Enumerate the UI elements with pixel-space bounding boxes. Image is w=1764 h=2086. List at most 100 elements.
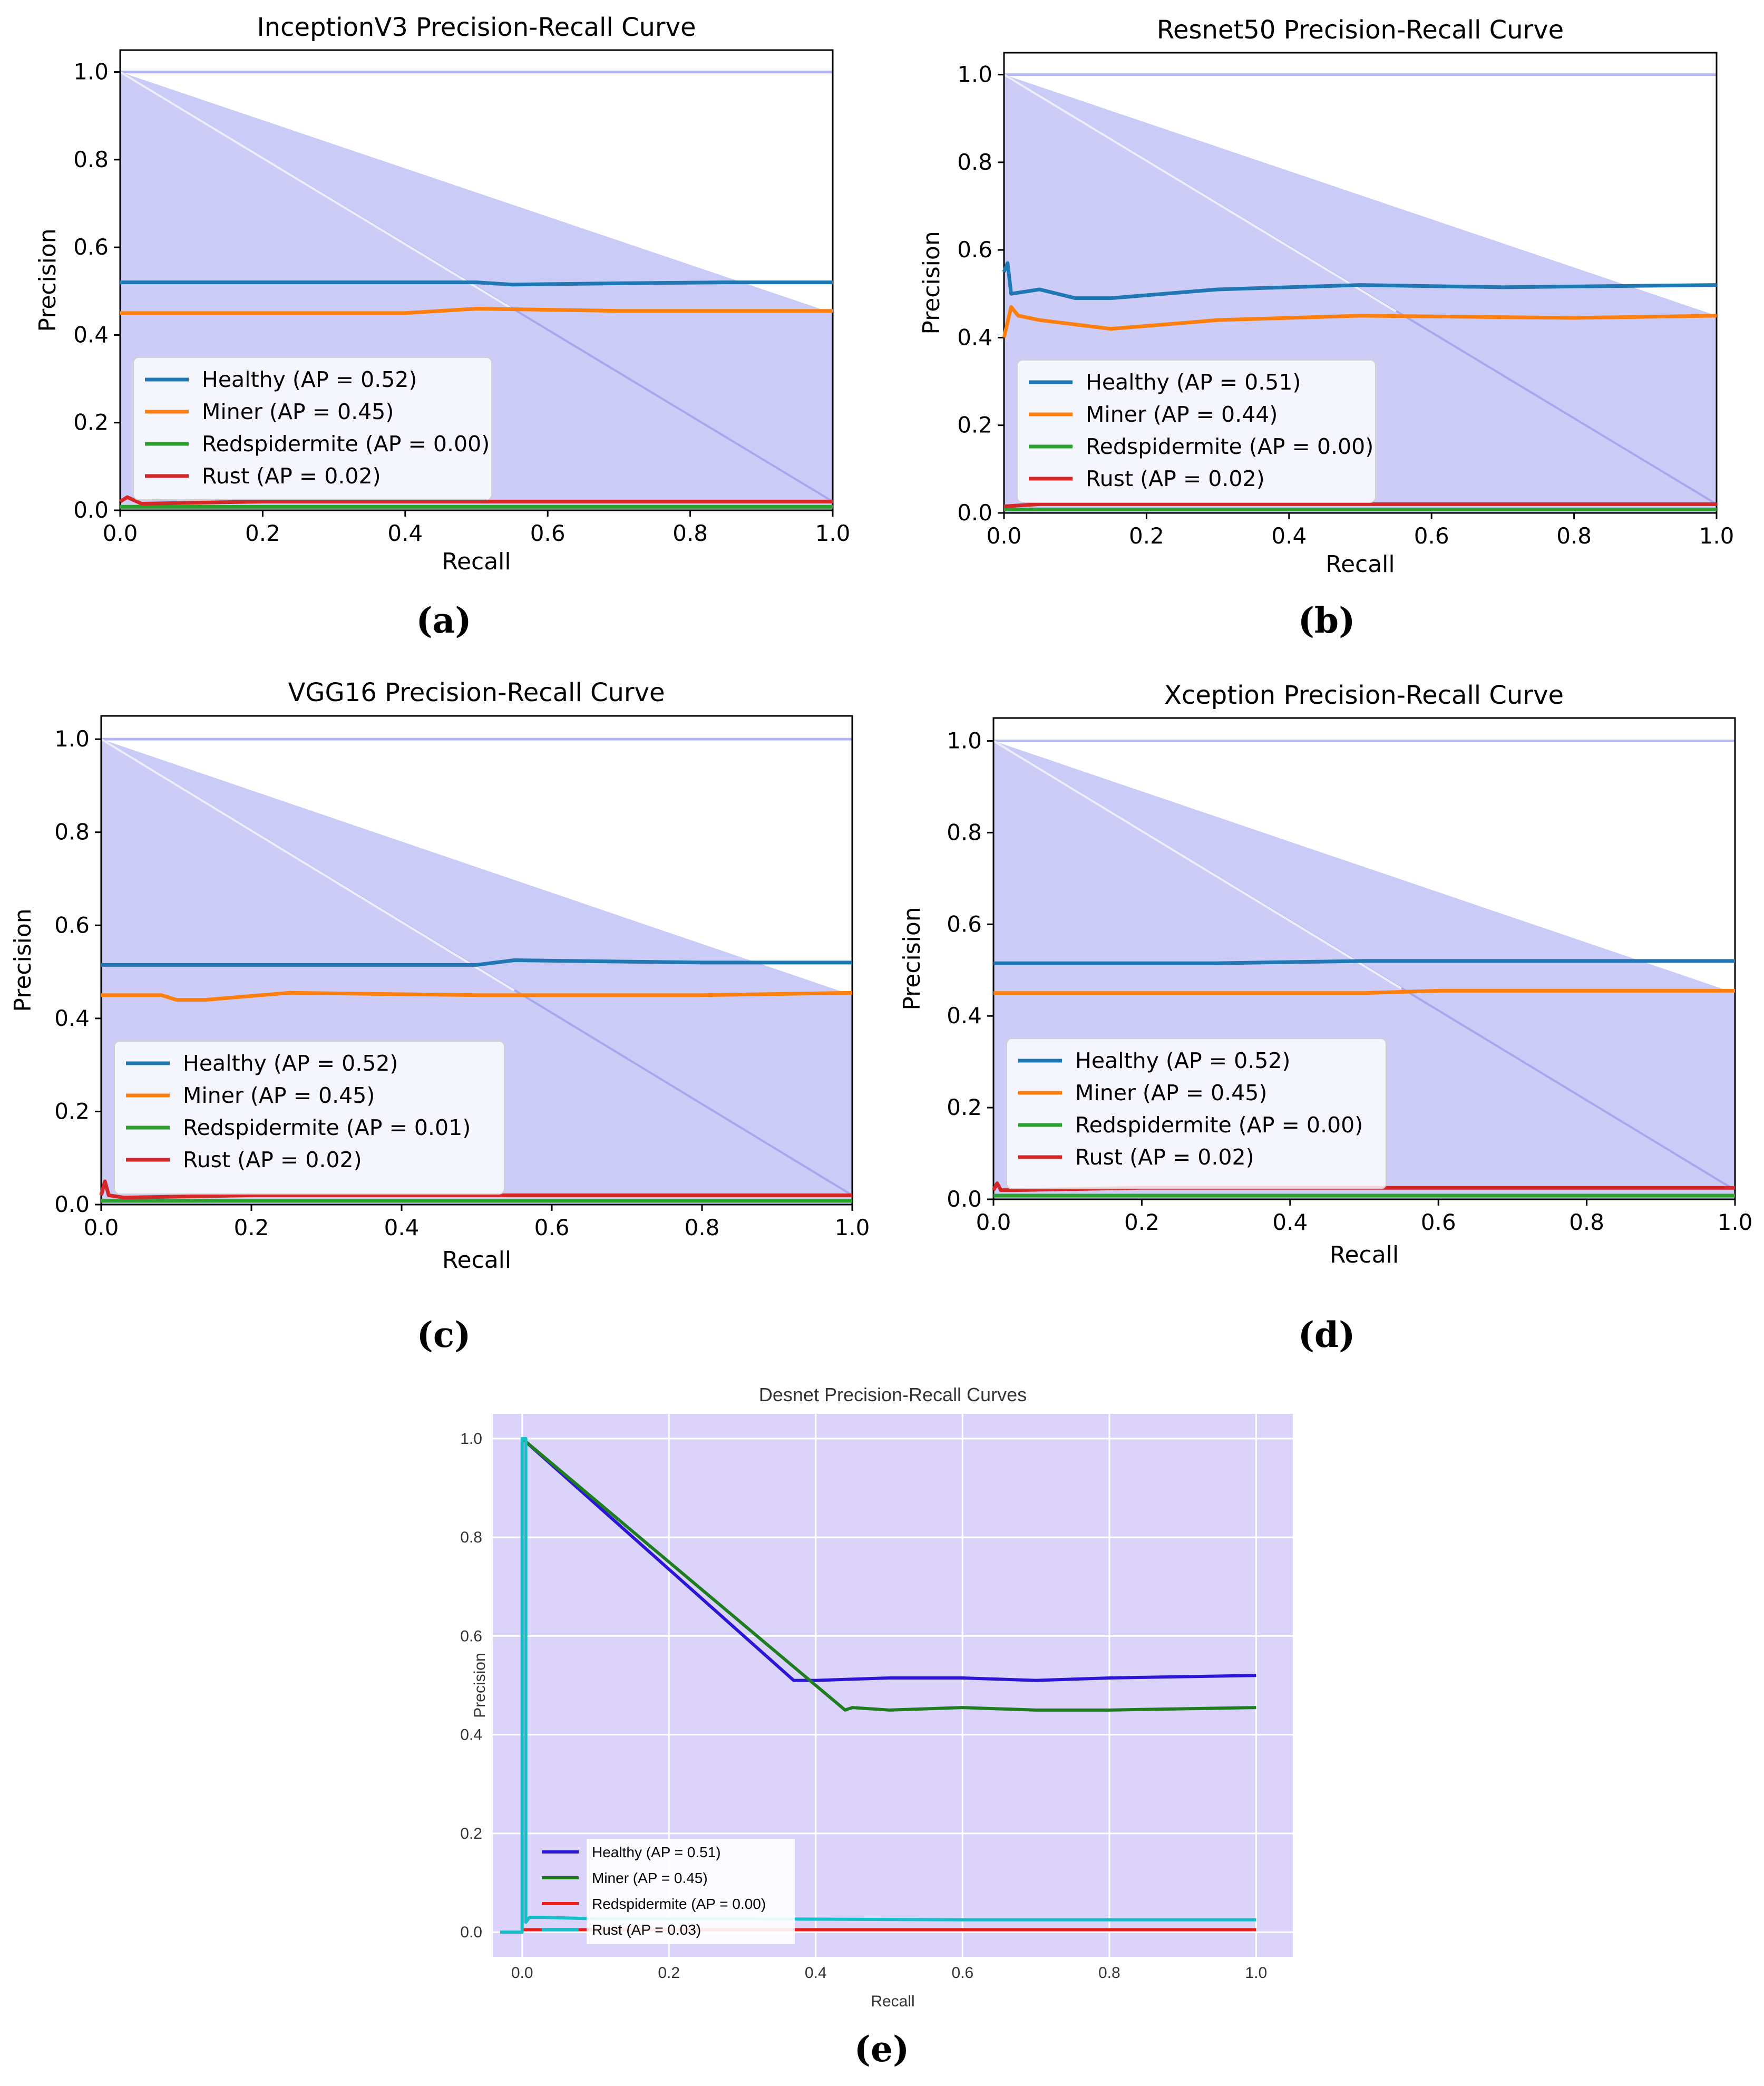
y-tick-label: 1.0 [54,726,90,752]
x-axis-label: Recall [871,1993,914,2010]
legend-label: Healthy (AP = 0.51) [1086,370,1301,395]
caption: (d) [1298,1314,1356,1355]
y-axis-label: Precision [34,228,61,332]
y-tick-label: 0.8 [54,819,90,845]
x-tick-label: 0.6 [1414,523,1449,549]
y-tick-label: 0.0 [460,1924,482,1941]
legend-label: Miner (AP = 0.45) [1075,1080,1267,1105]
y-tick-label: 0.0 [947,1186,982,1212]
legend-label: Rust (AP = 0.02) [1075,1144,1254,1170]
y-tick-label: 0.8 [460,1529,482,1546]
x-tick-label: 0.6 [530,520,566,546]
y-tick-label: 0.2 [947,1094,982,1120]
x-axis-label: Recall [442,1247,511,1274]
y-tick-label: 1.0 [947,727,982,753]
legend-label: Redspidermite (AP = 0.00) [1075,1112,1363,1138]
chart-title: InceptionV3 Precision-Recall Curve [257,13,696,42]
legend-label: Rust (AP = 0.02) [183,1147,362,1172]
x-tick-label: 1.0 [1699,523,1734,549]
x-tick-label: 0.0 [84,1215,119,1240]
panel-2: VGG16 Precision-Recall Curve 0.0 0.2 0.4 0.6… [9,678,870,1355]
y-tick-label: 0.4 [957,324,992,350]
legend-label: Healthy (AP = 0.51) [592,1844,721,1860]
chart-title: Resnet50 Precision-Recall Curve [1157,15,1564,45]
legend-box [1006,1038,1387,1189]
series-line-3 [119,495,833,506]
series-line-3 [1003,502,1717,509]
caption: (e) [854,2029,909,2070]
x-axis-label: Recall [442,548,511,575]
series-line-1 [521,1437,1256,1712]
legend-label: Miner (AP = 0.45) [202,399,394,424]
legend-label: Redspidermite (AP = 0.00) [1086,434,1373,459]
x-tick-label: 1.0 [1718,1209,1753,1235]
y-axis-label: Precision [471,1653,489,1718]
y-tick-label: 0.0 [54,1191,90,1217]
x-axis-label: Recall [1326,551,1395,578]
x-tick-label: 1.0 [835,1215,870,1240]
x-tick-label: 1.0 [815,520,851,546]
axes-frame [1003,52,1718,514]
legend-label: Redspidermite (AP = 0.00) [202,431,490,457]
x-tick-label: 0.4 [387,520,423,546]
legend-label: Rust (AP = 0.02) [202,463,381,489]
x-tick-label: 0.2 [658,1964,680,1982]
series-line-1 [120,307,833,315]
y-axis-label: Precision [918,231,945,334]
x-tick-label: 0.6 [534,1215,570,1240]
y-tick-label: 0.8 [957,149,992,175]
legend-label: Miner (AP = 0.45) [592,1870,708,1886]
y-axis-label: Precision [899,907,925,1010]
y-tick-label: 0.4 [54,1005,90,1031]
series-line-3 [500,1437,1256,1934]
x-axis-label: Recall [1330,1241,1399,1268]
panel-0: InceptionV3 Precision-Recall Curve 0.0 0.2… [34,13,850,641]
panel-4: Desnet Precision-Recall Curves 0.0 0.2 0.4 0… [460,1384,1293,2070]
caption: (c) [417,1314,471,1355]
y-tick-label: 0.2 [460,1825,482,1842]
y-tick-label: 0.2 [73,410,109,435]
diagonal-highlight [100,738,515,992]
x-tick-label: 0.8 [673,520,708,546]
legend-label: Rust (AP = 0.02) [1086,466,1265,491]
diagonal-highlight [1003,73,1397,313]
y-tick-label: 0.4 [460,1726,482,1744]
series-line-0 [993,959,1735,965]
legend-label: Healthy (AP = 0.52) [183,1051,398,1076]
chart-title: Xception Precision-Recall Curve [1164,681,1564,710]
y-tick-label: 0.6 [957,237,992,263]
x-tick-label: 0.2 [234,1215,269,1240]
chart-title: VGG16 Precision-Recall Curve [288,678,665,707]
x-tick-label: 0.2 [1129,523,1164,549]
y-tick-label: 0.6 [54,912,90,938]
axes-frame [119,49,834,511]
x-tick-label: 0.6 [1421,1209,1456,1235]
x-tick-label: 0.6 [951,1964,973,1982]
legend-box [133,357,492,500]
axes-frame [100,715,853,1206]
legend-box [587,1839,795,1944]
series-line-0 [120,280,833,287]
legend-label: Rust (AP = 0.03) [592,1922,701,1938]
legend-label: Healthy (AP = 0.52) [202,367,417,392]
legend-label: Redspidermite (AP = 0.01) [183,1115,471,1140]
x-tick-label: 0.0 [976,1209,1011,1235]
legend-label: Redspidermite (AP = 0.00) [592,1896,766,1912]
y-tick-label: 0.4 [73,322,109,347]
y-axis-label: Precision [9,908,36,1012]
series-line-1 [101,991,853,1002]
y-tick-label: 0.0 [73,497,109,523]
legend-box [114,1041,505,1195]
y-tick-label: 0.2 [957,412,992,438]
x-tick-label: 0.8 [1098,1964,1120,1982]
legend-box [1017,360,1376,503]
x-tick-label: 0.2 [1124,1209,1159,1235]
legend-label: Healthy (AP = 0.52) [1075,1048,1290,1073]
chart-title: Desnet Precision-Recall Curves [759,1384,1027,1405]
series-line-0 [521,1437,1256,1682]
y-tick-label: 1.0 [73,59,109,85]
y-tick-label: 0.8 [947,819,982,845]
series-line-1 [993,988,1735,995]
y-tick-label: 0.6 [460,1627,482,1645]
y-tick-label: 0.6 [73,234,109,260]
